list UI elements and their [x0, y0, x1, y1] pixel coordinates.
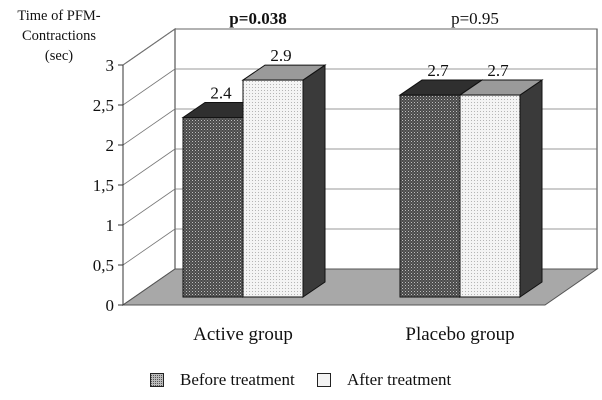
data-label: 2.7 [427, 61, 449, 80]
y-tick-label: 3 [106, 56, 115, 75]
bars [181, 64, 544, 298]
y-axis-title: Time of PFM- Contractions (sec) [4, 6, 114, 66]
p-value-annotation: p=0.95 [451, 9, 499, 28]
y-tick-label: 1 [106, 216, 115, 235]
bar-side [302, 64, 326, 298]
data-label: 2.7 [487, 61, 509, 80]
p-value-annotation: p=0.038 [229, 9, 286, 28]
legend-label-after: After treatment [346, 370, 452, 389]
bar-before [399, 94, 461, 298]
bar-after [459, 94, 521, 298]
gridline-side [122, 108, 176, 146]
legend-item-after: After treatment [316, 370, 452, 390]
gridline-side [122, 68, 176, 106]
bar-before [182, 116, 244, 298]
legend: Before treatment After treatment [150, 370, 469, 392]
bar-after [242, 79, 304, 298]
gridline-side [122, 148, 176, 186]
legend-item-before: Before treatment [150, 370, 295, 390]
gridline-side [122, 228, 176, 266]
data-label: 2.9 [270, 46, 291, 65]
category-label: Active group [193, 324, 293, 345]
y-tick-label: 2,5 [93, 96, 114, 115]
legend-swatch-after [316, 373, 331, 387]
legend-label-before: Before treatment [180, 370, 295, 389]
labels: 2.4 2.9 Active group p=0.038 2.7 2.7 Placebo g… [193, 9, 514, 345]
legend-swatch-before [150, 373, 164, 387]
y-axis-title-line: Time of PFM- [17, 8, 101, 24]
gridline-side [122, 188, 176, 226]
y-tick-label: 0,5 [93, 256, 114, 275]
y-axis-title-line: Contractions [21, 28, 97, 44]
category-label: Placebo group [405, 324, 514, 345]
y-tick-label: 0 [106, 296, 115, 315]
gridline-side [122, 28, 176, 66]
y-axis-title-line: (sec) [44, 48, 74, 64]
y-tick-label: 2 [106, 136, 115, 155]
data-label: 2.4 [210, 83, 232, 102]
y-tick-label: 1,5 [93, 176, 114, 195]
bar-side [519, 79, 543, 298]
